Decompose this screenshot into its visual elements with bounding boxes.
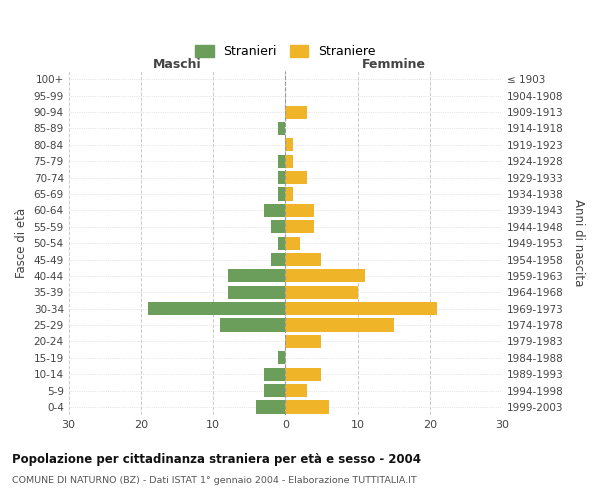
Bar — [256, 400, 286, 413]
Bar — [286, 220, 314, 234]
Bar — [278, 351, 286, 364]
Bar — [286, 302, 437, 315]
Bar — [278, 236, 286, 250]
Text: Maschi: Maschi — [153, 58, 202, 71]
Bar — [220, 318, 286, 332]
Bar — [278, 122, 286, 135]
Bar — [286, 154, 293, 168]
Text: Popolazione per cittadinanza straniera per età e sesso - 2004: Popolazione per cittadinanza straniera p… — [12, 452, 421, 466]
Bar — [271, 220, 286, 234]
Bar — [286, 270, 365, 282]
Text: Femmine: Femmine — [362, 58, 426, 71]
Y-axis label: Anni di nascita: Anni di nascita — [572, 200, 585, 287]
Bar — [263, 204, 286, 217]
Bar — [263, 384, 286, 397]
Bar — [286, 236, 300, 250]
Bar — [286, 368, 322, 380]
Bar — [286, 188, 293, 200]
Bar — [286, 171, 307, 184]
Bar — [271, 253, 286, 266]
Bar — [148, 302, 286, 315]
Bar — [278, 154, 286, 168]
Bar — [227, 286, 286, 299]
Bar — [286, 335, 322, 348]
Bar — [286, 400, 329, 413]
Bar — [286, 106, 307, 118]
Legend: Stranieri, Straniere: Stranieri, Straniere — [190, 40, 381, 63]
Y-axis label: Fasce di età: Fasce di età — [15, 208, 28, 278]
Bar — [286, 204, 314, 217]
Bar — [278, 188, 286, 200]
Bar — [227, 270, 286, 282]
Bar — [278, 171, 286, 184]
Text: COMUNE DI NATURNO (BZ) - Dati ISTAT 1° gennaio 2004 - Elaborazione TUTTITALIA.IT: COMUNE DI NATURNO (BZ) - Dati ISTAT 1° g… — [12, 476, 417, 485]
Bar — [286, 286, 358, 299]
Bar — [286, 318, 394, 332]
Bar — [286, 384, 307, 397]
Bar — [263, 368, 286, 380]
Bar — [286, 253, 322, 266]
Bar — [286, 138, 293, 151]
